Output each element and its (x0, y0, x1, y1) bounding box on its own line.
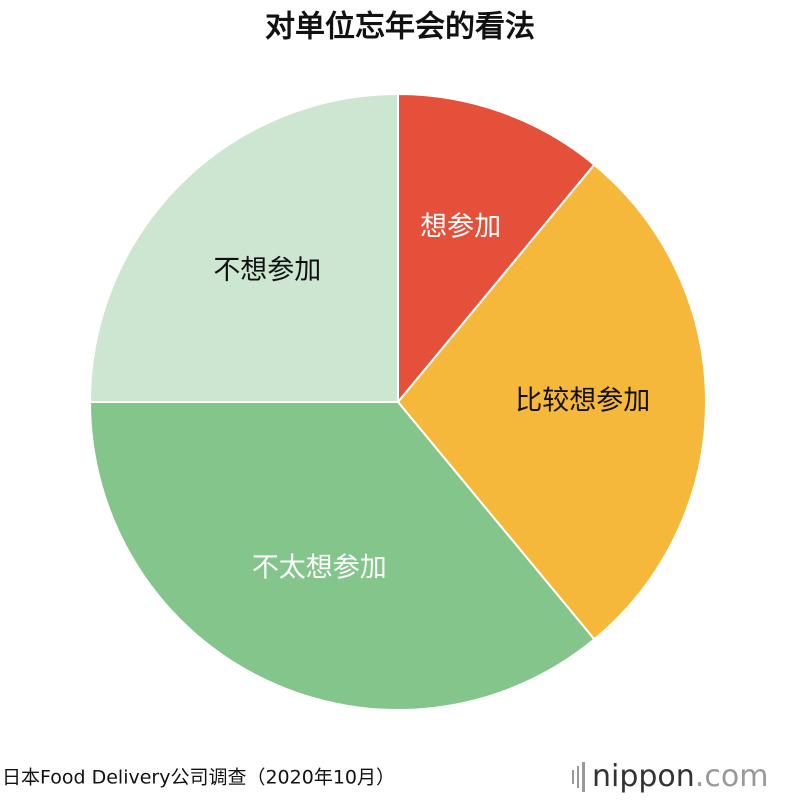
slice-label: 不想参加 (213, 255, 321, 286)
logo: nippon.com (592, 759, 768, 794)
slice-label: 不太想参加 (252, 553, 387, 584)
pie-slice (397, 92, 596, 405)
logo-main: nippon (592, 759, 695, 794)
logo-bar (572, 770, 574, 784)
source-note: 日本Food Delivery公司调查（2020年10月） (2, 767, 395, 789)
logo-bar (577, 766, 579, 788)
pie-slice (88, 401, 596, 711)
slice-label: 想参加 (420, 212, 501, 243)
logo-suffix: .com (695, 759, 769, 794)
chart-title: 对单位忘年会的看法 (265, 10, 535, 45)
logo-icon (572, 762, 585, 792)
slice-label: 比较想参加 (515, 386, 650, 417)
pie-slice (396, 163, 708, 641)
logo-bar (582, 762, 585, 792)
pie-slice (88, 92, 399, 403)
